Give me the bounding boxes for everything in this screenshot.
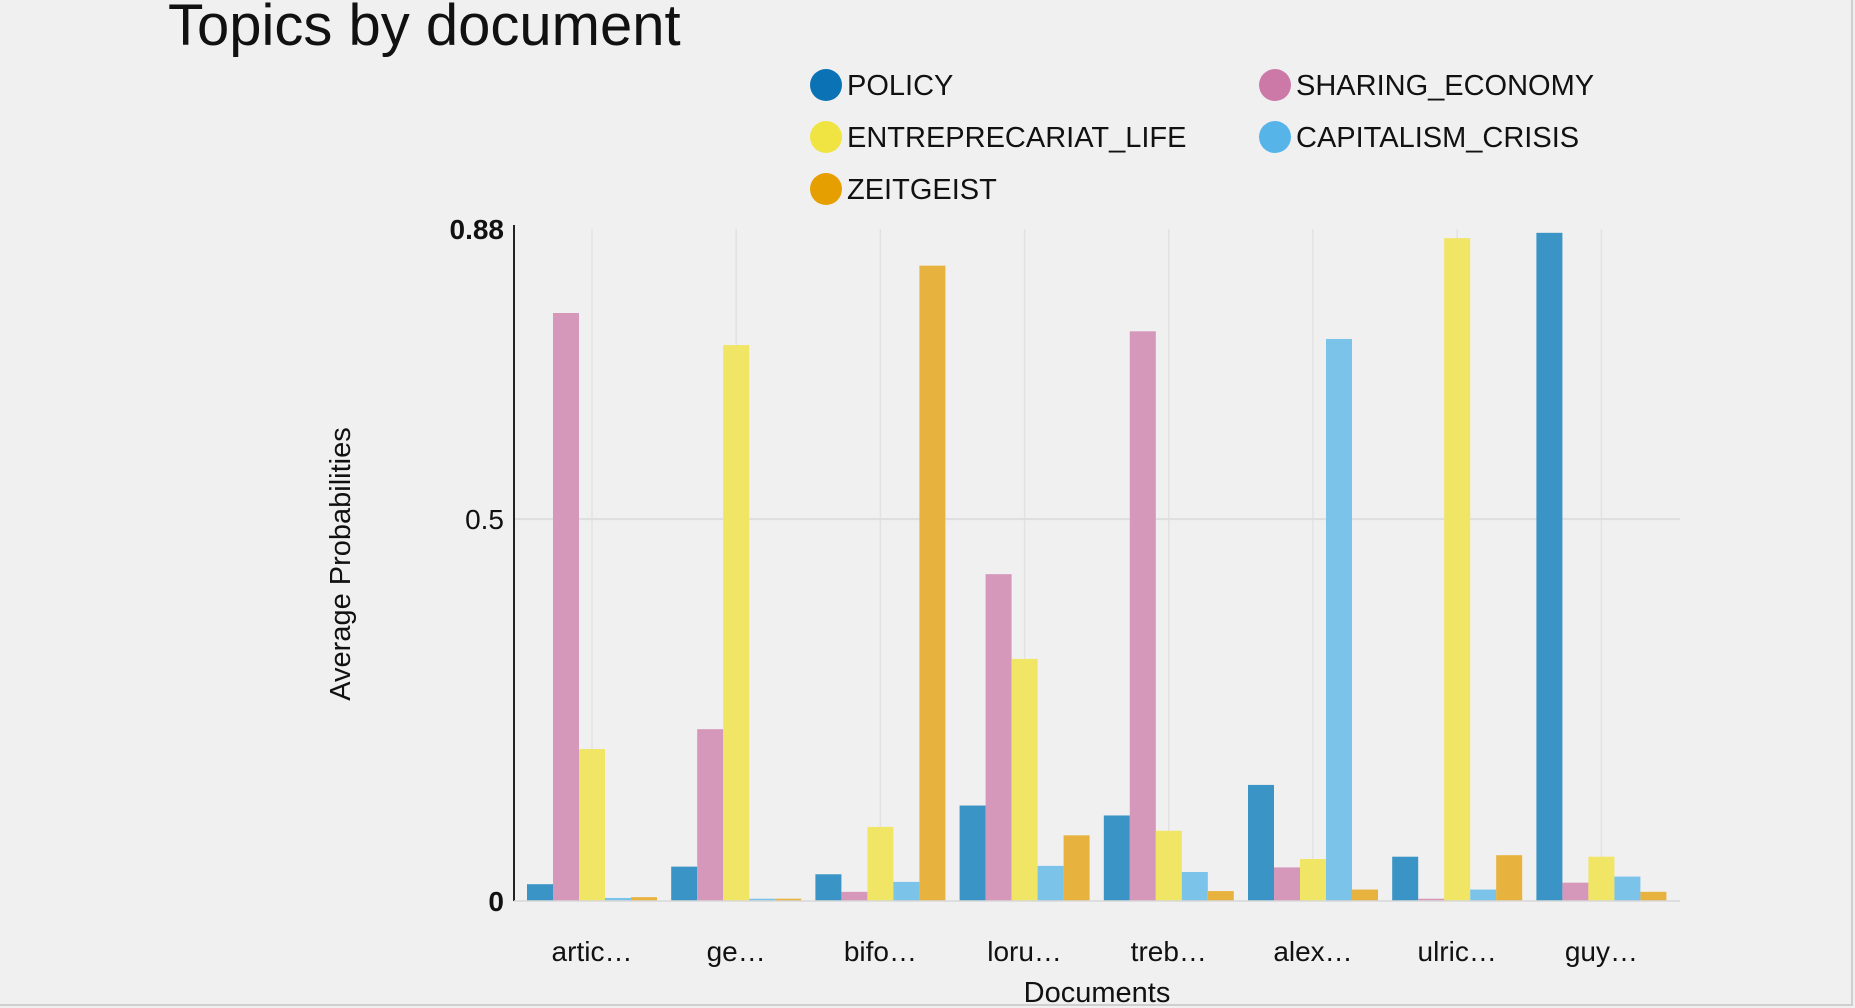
bar-capitalism-crisis[interactable]	[1470, 889, 1497, 901]
legend-label: ZEITGEIST	[847, 174, 997, 206]
legend-label: CAPITALISM_CRISIS	[1296, 122, 1579, 154]
bar-policy[interactable]	[671, 866, 698, 901]
bar-policy[interactable]	[815, 874, 842, 901]
x-tick-label: artic…	[552, 936, 633, 967]
bar-policy[interactable]	[1392, 856, 1419, 901]
x-ticks: artic… ge… bifo… loru… treb… alex… ulric… guy…	[552, 936, 1638, 967]
legend-swatch	[810, 69, 842, 101]
bar-entreprecariat-life[interactable]	[723, 345, 750, 901]
bar-entreprecariat-life[interactable]	[1011, 658, 1038, 901]
x-tick-label: treb…	[1131, 936, 1207, 967]
legend-swatch	[810, 173, 842, 205]
y-ticks: 0 0.5 0.88	[450, 214, 505, 917]
bar-entreprecariat-life[interactable]	[1155, 830, 1182, 901]
legend-label: SHARING_ECONOMY	[1296, 70, 1594, 102]
y-axis-label: Average Probabilities	[325, 427, 357, 701]
gridlines	[514, 229, 1680, 901]
bar-sharing-economy[interactable]	[1418, 898, 1445, 901]
x-tick-label: loru…	[987, 936, 1062, 967]
x-tick-label: ge…	[707, 936, 766, 967]
axes	[513, 225, 1680, 902]
legend-swatch	[1259, 69, 1291, 101]
y-tick-label: 0.5	[465, 504, 504, 535]
legend-label: POLICY	[847, 70, 953, 102]
bar-capitalism-crisis[interactable]	[605, 897, 631, 901]
legend-item[interactable]: CAPITALISM_CRISIS	[1259, 121, 1579, 154]
legend-swatch	[1259, 121, 1291, 153]
bar-zeitgeist[interactable]	[1496, 855, 1523, 901]
bar-sharing-economy[interactable]	[985, 574, 1012, 901]
bar-sharing-economy[interactable]	[841, 891, 868, 901]
bar-sharing-economy[interactable]	[1562, 882, 1589, 901]
bar-zeitgeist[interactable]	[1063, 835, 1090, 901]
bar-policy[interactable]	[527, 884, 553, 901]
bar-policy[interactable]	[1248, 784, 1274, 901]
bar-entreprecariat-life[interactable]	[1444, 238, 1471, 901]
legend-label: ENTREPRECARIAT_LIFE	[847, 122, 1186, 154]
bar-capitalism-crisis[interactable]	[1326, 338, 1352, 901]
bar-zeitgeist[interactable]	[775, 898, 802, 901]
x-tick-label: ulric…	[1418, 936, 1497, 967]
bar-capitalism-crisis[interactable]	[749, 898, 776, 901]
x-axis-label: Documents	[1024, 977, 1171, 1008]
legend-swatch	[810, 121, 842, 153]
bar-policy[interactable]	[1103, 815, 1130, 901]
legend-item[interactable]: SHARING_ECONOMY	[1259, 69, 1594, 102]
bar-capitalism-crisis[interactable]	[1181, 871, 1208, 901]
x-tick-label: alex…	[1273, 936, 1352, 967]
bar-sharing-economy[interactable]	[1274, 867, 1300, 901]
y-tick-label: 0.88	[450, 214, 505, 245]
bar-policy[interactable]	[959, 805, 986, 901]
bar-sharing-economy[interactable]	[1129, 331, 1156, 901]
bar-zeitgeist[interactable]	[1207, 891, 1234, 901]
legend-item[interactable]: ENTREPRECARIAT_LIFE	[810, 121, 1186, 154]
bars	[527, 232, 1667, 901]
bar-policy[interactable]	[1536, 232, 1563, 901]
bar-entreprecariat-life[interactable]	[1588, 856, 1615, 901]
bar-zeitgeist[interactable]	[1352, 889, 1378, 901]
bar-zeitgeist[interactable]	[919, 265, 946, 901]
x-tick-label: guy…	[1565, 936, 1638, 967]
x-tick-label: bifo…	[844, 936, 917, 967]
bar-entreprecariat-life[interactable]	[579, 749, 605, 901]
legend-item[interactable]: POLICY	[810, 69, 953, 102]
bar-entreprecariat-life[interactable]	[867, 826, 894, 901]
legend-item[interactable]: ZEITGEIST	[810, 173, 997, 206]
bar-capitalism-crisis[interactable]	[1037, 865, 1064, 901]
bar-entreprecariat-life[interactable]	[1300, 859, 1326, 901]
bar-sharing-economy[interactable]	[697, 729, 724, 901]
legend[interactable]: POLICY SHARING_ECONOMY ENTREPRECARIAT_LIFE…	[810, 69, 1594, 206]
bar-zeitgeist[interactable]	[631, 897, 657, 901]
y-tick-label: 0	[488, 886, 504, 917]
bar-sharing-economy[interactable]	[553, 313, 579, 901]
chart-title: Topics by document	[168, 0, 681, 58]
bar-capitalism-crisis[interactable]	[893, 881, 920, 901]
bar-zeitgeist[interactable]	[1640, 891, 1667, 901]
bar-capitalism-crisis[interactable]	[1614, 876, 1641, 901]
